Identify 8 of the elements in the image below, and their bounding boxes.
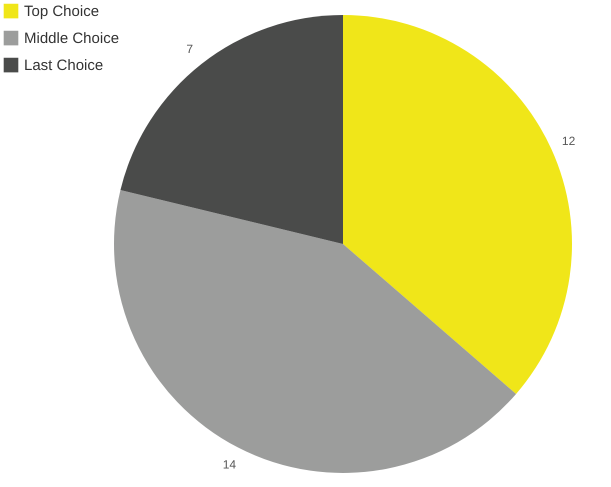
pie-slice (114, 190, 516, 473)
pie-slice (120, 15, 343, 244)
data-label: 12 (562, 134, 576, 148)
legend-label: Last Choice (24, 57, 104, 74)
data-label: 14 (222, 457, 236, 472)
legend-label: Middle Choice (24, 30, 120, 47)
legend-label: Top Choice (24, 3, 100, 20)
data-label: 7 (186, 42, 194, 56)
